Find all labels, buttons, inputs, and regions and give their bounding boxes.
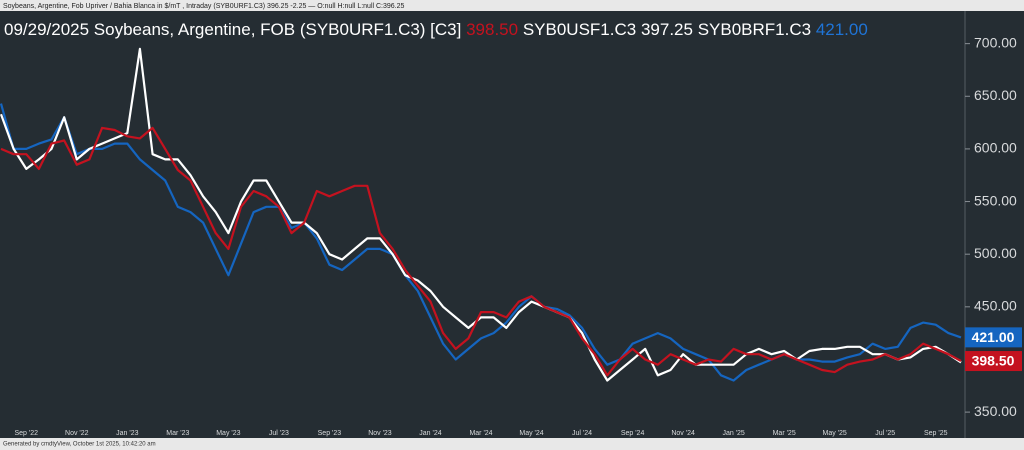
- last-value-box: [965, 327, 1022, 348]
- y-tick-label: 650.00: [974, 87, 1017, 103]
- y-tick-label: 550.00: [974, 192, 1017, 208]
- x-tick-label: Mar '24: [469, 430, 492, 437]
- x-tick-label: May '25: [823, 430, 847, 437]
- last-value-label: 421.00: [972, 329, 1015, 345]
- y-tick-label: 500.00: [974, 245, 1017, 261]
- chart-title: 09/29/2025 Soybeans, Argentine, FOB (SYB…: [4, 20, 461, 39]
- x-tick-label: Mar '25: [773, 430, 796, 437]
- x-tick-label: Jan '23: [116, 430, 138, 437]
- plot-background: [0, 11, 1024, 438]
- x-tick-label: Sep '25: [924, 430, 948, 437]
- y-tick-label: 700.00: [974, 34, 1017, 50]
- x-tick-label: Nov '24: [671, 430, 695, 437]
- x-tick-label: Nov '23: [368, 430, 392, 437]
- x-tick-label: May '24: [519, 430, 543, 437]
- series-line: [0, 47, 962, 382]
- y-tick-label: 350.00: [974, 403, 1017, 419]
- y-tick-label: 600.00: [974, 140, 1017, 156]
- last-value-box: [965, 351, 1022, 372]
- last-value-label: 398.50: [972, 353, 1015, 369]
- x-tick-label: Jul '23: [269, 430, 289, 437]
- top-caption: Soybeans, Argentine, Fob Upriver / Bahia…: [3, 3, 405, 10]
- x-tick-label: Jan '25: [722, 430, 744, 437]
- legend-value: 398.50: [466, 20, 518, 39]
- x-tick-label: Jan '24: [419, 430, 441, 437]
- series-line: [0, 103, 962, 382]
- x-tick-label: Mar '23: [166, 430, 189, 437]
- legend-name: SYB0USF1.C3: [523, 20, 636, 39]
- x-tick-label: Nov '22: [65, 430, 89, 437]
- legend-value: 421.00: [816, 20, 868, 39]
- x-tick-label: Jul '25: [875, 430, 895, 437]
- x-tick-label: May '23: [216, 430, 240, 437]
- y-tick-label: 450.00: [974, 298, 1017, 314]
- legend-value: 397.25: [641, 20, 693, 39]
- series-line: [0, 126, 962, 377]
- legend-name: SYB0BRF1.C3: [698, 20, 811, 39]
- x-tick-label: Sep '23: [318, 430, 342, 437]
- x-tick-label: Jul '24: [572, 430, 592, 437]
- x-tick-label: Sep '24: [621, 430, 645, 437]
- footer: Generated by cmdtyView, October 1st 2025…: [3, 442, 156, 448]
- x-tick-label: Sep '22: [14, 430, 38, 437]
- header: 09/29/2025 Soybeans, Argentine, FOB (SYB…: [4, 20, 868, 39]
